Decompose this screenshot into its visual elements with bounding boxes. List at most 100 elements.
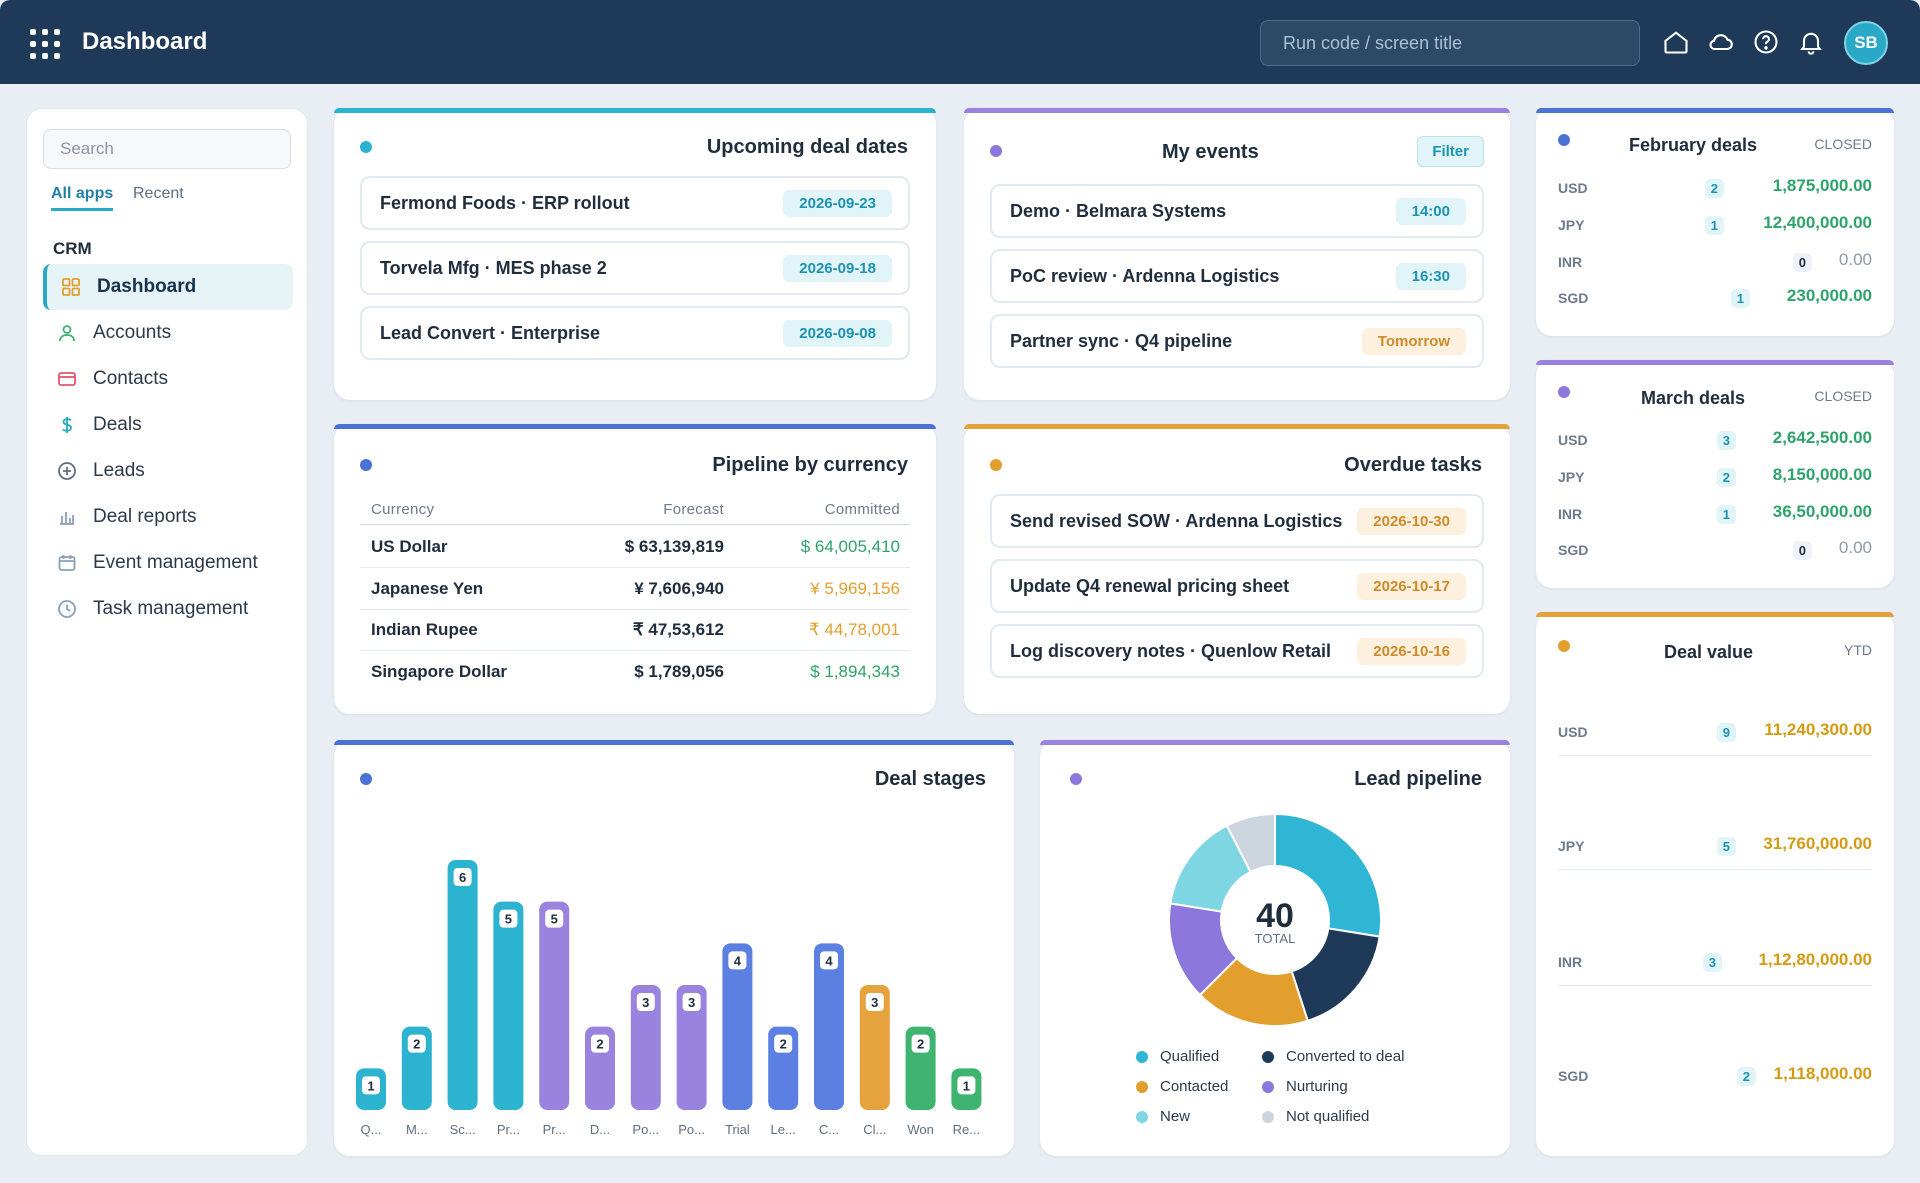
x-tick-label: D... [590,1122,610,1137]
column-header: Currency [371,501,435,518]
count-badge: 2 [1716,468,1736,487]
bar[interactable] [814,943,844,1110]
calendar-icon [58,555,76,571]
donut-slice[interactable] [1225,812,1276,874]
home-icon[interactable] [1662,28,1690,56]
bar[interactable] [493,901,524,1110]
fx-row: JPY 2 8,150,000.00 [1558,465,1872,487]
table-cell: ₹ 47,53,612 [632,620,724,639]
bar[interactable] [859,985,890,1110]
bar[interactable] [676,985,707,1110]
donut-slice[interactable] [1274,812,1382,938]
deal-value-card: Deal value YTD USD 9 11,240,300.00 JPY 5 31,… [1536,612,1894,1156]
x-tick-label: Pr... [497,1122,520,1137]
count-badge: 2 [1704,179,1724,198]
date-badge: 2026-09-08 [783,319,892,347]
sidebar-item-contacts[interactable]: Contacts [43,356,293,402]
sidebar-item-label: Leads [93,460,145,481]
card-dot [990,459,1002,471]
run-code-input[interactable] [1260,20,1640,66]
card-dot [1558,640,1570,652]
section-label-crm: CRM [53,239,92,258]
bar-value-label: 3 [642,995,649,1010]
status-tag: YTD [1844,642,1872,658]
bell-icon[interactable] [1797,28,1825,56]
bar-value-label: 1 [963,1078,970,1093]
sidebar-item-task-management[interactable]: Task management [43,586,293,632]
date-badge: 2026-09-23 [783,189,892,217]
sidebar-item-leads[interactable]: Leads [43,448,293,494]
list-item[interactable]: Send revised SOW · Ardenna Logistics 2026… [990,494,1484,548]
list-item[interactable]: Update Q4 renewal pricing sheet 2026-10-1… [990,559,1484,613]
sidebar-item-label: Deals [93,414,142,435]
card-title: My events [1162,141,1259,163]
legend-swatch [1136,1110,1148,1123]
card-title: Deal stages [874,768,986,790]
card-dot [990,145,1002,157]
time-badge: 16:30 [1395,262,1466,290]
help-icon[interactable] [1752,28,1780,56]
column-header: Forecast [663,501,724,518]
legend-item: Converted to deal [1262,1048,1404,1065]
fx-row: USD 9 11,240,300.00 [1558,720,1872,756]
date-badge: 2026-10-30 [1357,507,1466,535]
bar[interactable] [630,985,661,1110]
app-title: Dashboard [82,28,208,55]
fx-row: INR 3 1,12,80,000.00 [1558,950,1872,986]
fx-row: SGD 2 1,118,000.00 [1558,1064,1872,1086]
table-cell: US Dollar [371,537,448,556]
bar-value-label: 5 [551,912,558,927]
list-item[interactable]: Demo · Belmara Systems 14:00 [990,184,1484,238]
bar[interactable] [722,943,753,1110]
card-title: Overdue tasks [1344,454,1482,476]
bar-value-label: 6 [459,870,466,885]
february-deals-card: February deals CLOSED USD 2 1,875,000.00 J… [1536,108,1894,336]
x-tick-label: Po... [632,1122,659,1137]
x-tick-label: Cl... [863,1122,886,1137]
list-item[interactable]: Torvela Mfg · MES phase 2 2026-09-18 [360,241,910,295]
list-item[interactable]: Log discovery notes · Quenlow Retail 2026… [990,624,1484,678]
card-title: Deal value [1664,642,1754,662]
list-item[interactable]: Fermond Foods · ERP rollout 2026-09-23 [360,176,910,230]
x-tick-label: M... [406,1122,428,1137]
app-launcher-icon[interactable] [30,29,60,59]
sidebar-item-event-management[interactable]: Event management [43,540,293,586]
list-item[interactable]: Partner sync · Q4 pipeline Tomorrow [990,314,1484,368]
avatar[interactable]: SB [1844,21,1888,65]
list-item[interactable]: Lead Convert · Enterprise 2026-09-08 [360,306,910,360]
list-item[interactable]: PoC review · Ardenna Logistics 16:30 [990,249,1484,303]
tab-all-apps[interactable]: All apps [51,185,114,211]
legend-item: Not qualified [1262,1108,1369,1125]
cloud-icon[interactable] [1707,28,1735,56]
bar-value-label: 3 [871,995,878,1010]
bar[interactable] [539,901,570,1110]
legend-label: Qualified [1160,1048,1220,1065]
bar-value-badge [957,1076,976,1095]
sidebar-item-accounts[interactable]: Accounts [43,310,293,356]
card-dot [1558,134,1570,146]
overdue-tasks-card: Overdue tasks Send revised SOW · Ardenna… [964,424,1510,714]
sidebar-search-input[interactable] [43,129,291,169]
bar-value-label: 4 [734,953,742,968]
legend-label: Converted to deal [1286,1048,1405,1065]
time-badge: Tomorrow [1361,327,1466,355]
filter-button[interactable]: Filter [1417,136,1484,167]
sidebar-item-deals[interactable]: Deals [43,402,293,448]
card-dot [1070,773,1082,785]
sidebar-item-label: Contacts [93,368,168,389]
donut-slice[interactable] [1290,927,1381,1023]
dashboard-grid-icon [62,278,80,296]
sidebar-item-dashboard[interactable]: Dashboard [43,264,293,310]
legend-swatch [1262,1080,1274,1093]
bar[interactable] [447,860,478,1110]
bar-value-badge [682,993,701,1011]
sidebar-item-label: Deal reports [93,506,197,527]
card-title: Pipeline by currency [712,454,908,476]
sidebar-item-deal-reports[interactable]: Deal reports [43,494,293,540]
donut-total: 40 [1256,897,1294,935]
card-title: March deals [1641,388,1746,408]
dollar-icon [62,417,72,433]
tab-recent[interactable]: Recent [133,185,184,202]
table-cell: Indian Rupee [371,620,478,639]
card-title: Upcoming deal dates [706,136,908,158]
